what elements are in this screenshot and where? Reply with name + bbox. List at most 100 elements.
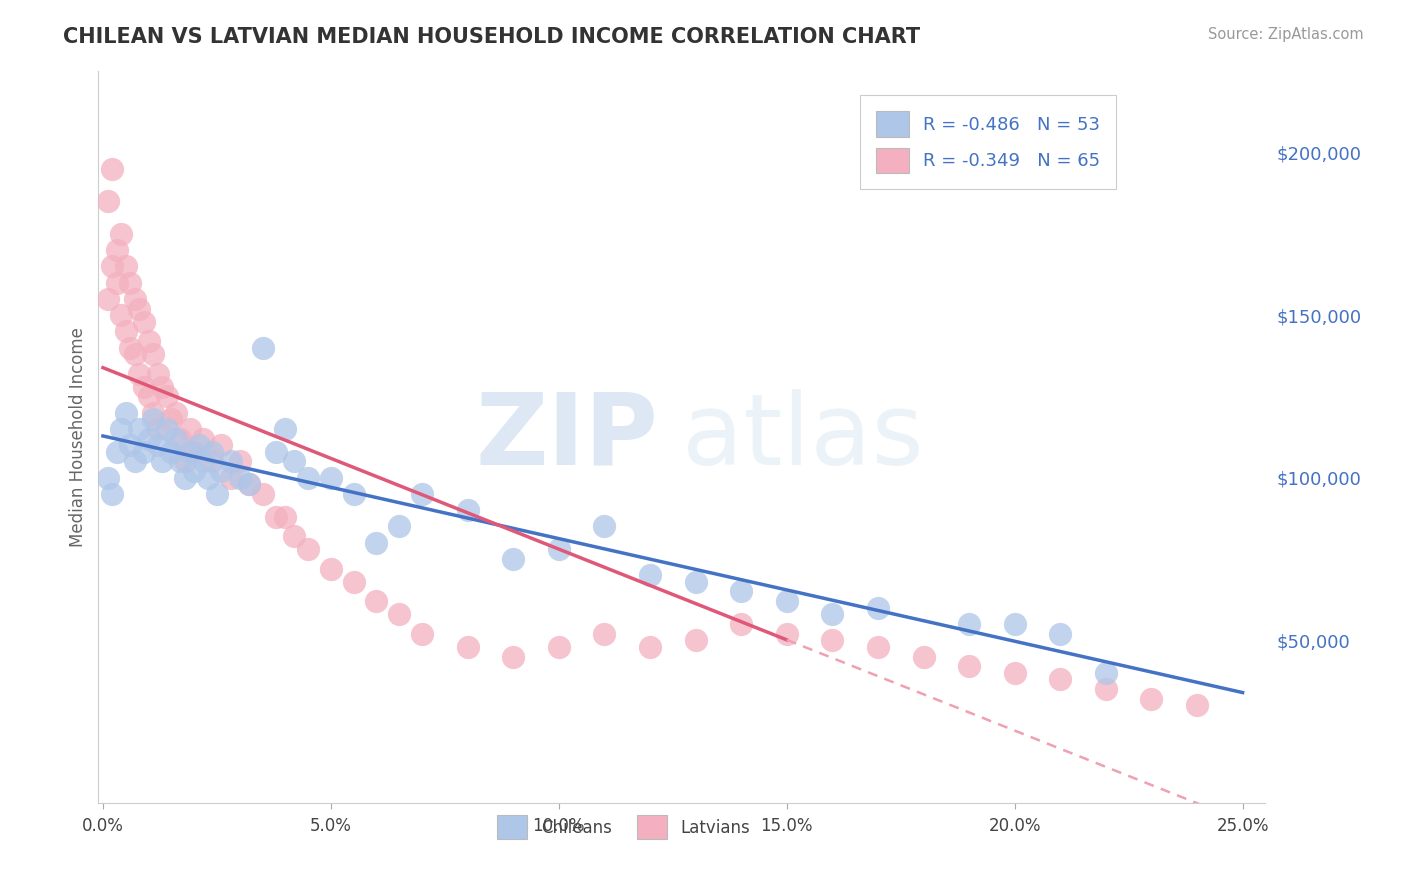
Point	[142, 347, 165, 361]
Point	[124, 292, 146, 306]
Point	[193, 432, 215, 446]
Point	[211, 438, 233, 452]
Point	[411, 487, 433, 501]
Point	[174, 454, 197, 468]
Point	[205, 487, 228, 501]
Point	[388, 519, 411, 533]
Point	[160, 412, 183, 426]
Point	[105, 276, 128, 290]
Point	[229, 471, 252, 485]
Point	[1140, 691, 1163, 706]
Point	[776, 626, 799, 640]
Point	[138, 389, 160, 403]
Point	[156, 389, 179, 403]
Point	[128, 301, 150, 316]
Point	[128, 367, 150, 381]
Point	[776, 594, 799, 608]
Point	[283, 529, 305, 543]
Point	[165, 432, 187, 446]
Point	[101, 161, 124, 176]
Text: CHILEAN VS LATVIAN MEDIAN HOUSEHOLD INCOME CORRELATION CHART: CHILEAN VS LATVIAN MEDIAN HOUSEHOLD INCO…	[63, 27, 921, 46]
Point	[319, 562, 342, 576]
Point	[343, 487, 366, 501]
Point	[1049, 673, 1071, 687]
Point	[120, 438, 142, 452]
Point	[957, 617, 980, 632]
Point	[593, 519, 616, 533]
Point	[264, 509, 287, 524]
Point	[110, 422, 132, 436]
Point	[165, 406, 187, 420]
Point	[638, 568, 661, 582]
Point	[128, 422, 150, 436]
Point	[502, 649, 524, 664]
Point	[114, 260, 136, 274]
Point	[1095, 681, 1118, 696]
Point	[96, 471, 118, 485]
Point	[193, 454, 215, 468]
Point	[174, 471, 197, 485]
Point	[343, 574, 366, 589]
Point	[110, 227, 132, 241]
Point	[366, 535, 388, 549]
Text: ZIP: ZIP	[475, 389, 658, 485]
Point	[132, 380, 155, 394]
Point	[912, 649, 935, 664]
Point	[201, 454, 224, 468]
Point	[283, 454, 305, 468]
Point	[96, 194, 118, 209]
Point	[238, 477, 260, 491]
Point	[685, 633, 707, 648]
Point	[638, 640, 661, 654]
Point	[120, 341, 142, 355]
Point	[730, 617, 752, 632]
Point	[150, 454, 173, 468]
Point	[730, 584, 752, 599]
Point	[132, 444, 155, 458]
Point	[146, 422, 169, 436]
Text: atlas: atlas	[682, 389, 924, 485]
Point	[211, 464, 233, 478]
Point	[411, 626, 433, 640]
Point	[366, 594, 388, 608]
Point	[821, 607, 844, 622]
Point	[457, 640, 479, 654]
Point	[1004, 617, 1026, 632]
Point	[146, 367, 169, 381]
Text: Source: ZipAtlas.com: Source: ZipAtlas.com	[1208, 27, 1364, 42]
Point	[142, 412, 165, 426]
Point	[124, 347, 146, 361]
Point	[105, 243, 128, 257]
Point	[264, 444, 287, 458]
Point	[457, 503, 479, 517]
Point	[252, 487, 274, 501]
Point	[132, 315, 155, 329]
Point	[297, 471, 319, 485]
Point	[138, 432, 160, 446]
Point	[1049, 626, 1071, 640]
Point	[219, 454, 242, 468]
Point	[547, 542, 569, 557]
Point	[101, 260, 124, 274]
Point	[1185, 698, 1208, 713]
Point	[120, 276, 142, 290]
Point	[187, 438, 209, 452]
Point	[219, 471, 242, 485]
Point	[593, 626, 616, 640]
Point	[197, 471, 219, 485]
Point	[866, 640, 889, 654]
Point	[124, 454, 146, 468]
Point	[1004, 665, 1026, 680]
Point	[547, 640, 569, 654]
Point	[179, 422, 201, 436]
Point	[114, 325, 136, 339]
Point	[297, 542, 319, 557]
Point	[319, 471, 342, 485]
Point	[150, 380, 173, 394]
Point	[957, 659, 980, 673]
Point	[183, 444, 205, 458]
Point	[1095, 665, 1118, 680]
Point	[146, 438, 169, 452]
Y-axis label: Median Household Income: Median Household Income	[69, 327, 87, 547]
Point	[252, 341, 274, 355]
